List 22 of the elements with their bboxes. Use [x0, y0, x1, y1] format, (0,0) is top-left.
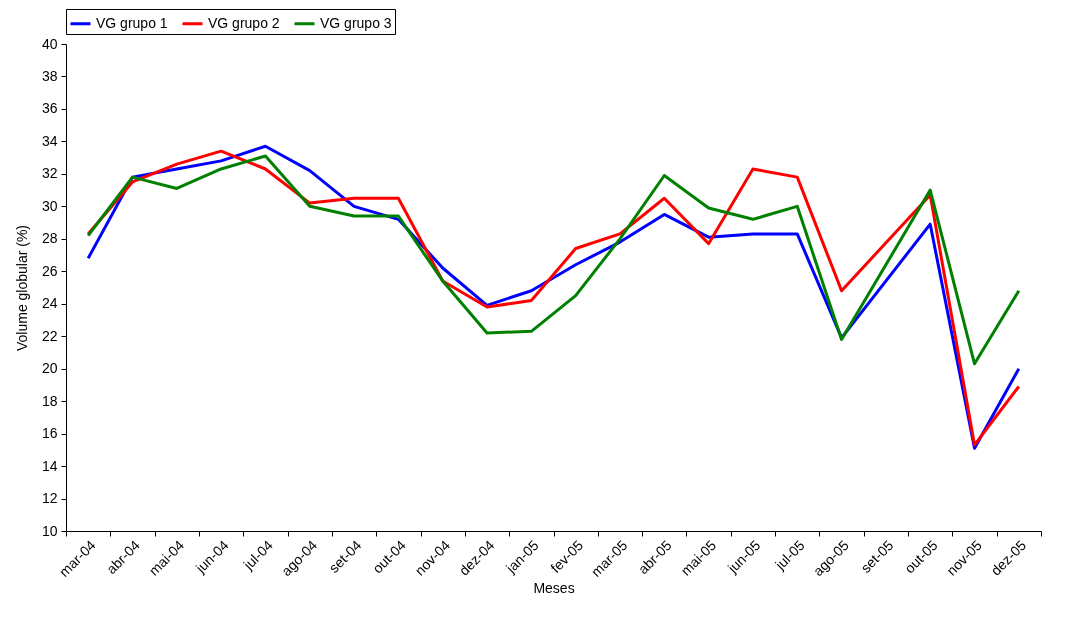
y-tick-label: 36	[41, 100, 58, 117]
y-tick-label: 28	[41, 230, 58, 247]
y-tick-label: 34	[41, 132, 58, 149]
y-tick-label: 26	[41, 262, 58, 279]
x-axis-title: Meses	[533, 579, 575, 596]
y-tick-label: 32	[41, 165, 58, 182]
y-axis-title: Volume globular (%)	[13, 224, 30, 352]
y-tick-label: 18	[41, 392, 58, 409]
legend-label: VG grupo 1	[96, 14, 168, 31]
y-tick-label: 38	[41, 67, 58, 84]
y-tick-label: 16	[41, 425, 58, 442]
y-tick-label: 14	[41, 457, 58, 474]
y-tick-label: 20	[41, 360, 58, 377]
legend-label: VG grupo 3	[320, 14, 392, 31]
y-tick-label: 40	[41, 35, 58, 52]
y-tick-label: 22	[41, 327, 58, 344]
line-series	[86, 154, 1021, 366]
y-tick-label: 24	[41, 295, 58, 312]
y-tick-label: 30	[41, 197, 58, 214]
y-tick-label: 12	[41, 490, 58, 507]
y-tick-label: 10	[41, 522, 58, 539]
legend-label: VG grupo 2	[208, 14, 280, 31]
